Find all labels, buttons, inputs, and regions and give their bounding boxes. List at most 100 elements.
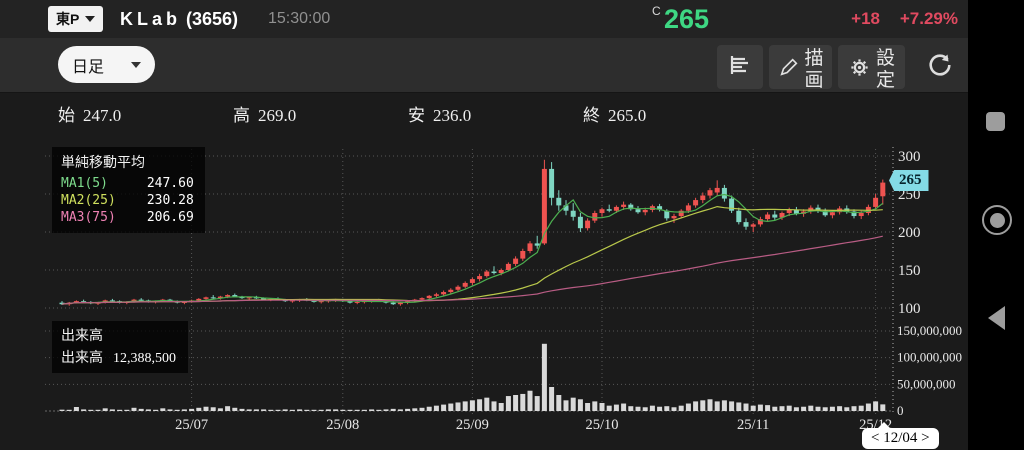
volume-bar <box>786 405 792 411</box>
candlestick <box>628 204 634 210</box>
candlestick <box>743 222 749 227</box>
volume-bar <box>275 409 281 411</box>
candlestick <box>693 200 699 206</box>
volume-bar <box>880 404 886 411</box>
volume-bar <box>361 409 367 411</box>
volume-bar <box>239 408 245 411</box>
volume-bar <box>556 395 562 411</box>
candlestick <box>592 213 598 221</box>
volume-bar <box>678 405 684 411</box>
volume-bar <box>232 407 238 411</box>
x-axis-label: 25/11 <box>737 417 770 433</box>
candlestick <box>851 211 857 217</box>
chevron-down-icon <box>85 16 96 22</box>
pencil-icon <box>778 56 800 83</box>
candlestick <box>657 206 663 210</box>
volume-bar <box>88 409 94 411</box>
horizontal-bars-icon <box>727 52 753 83</box>
volume-bar <box>635 406 641 411</box>
candlestick <box>736 210 742 223</box>
volume-bar <box>462 401 468 411</box>
volume-bar <box>289 409 295 411</box>
volume-bar <box>815 406 821 411</box>
candlestick <box>390 302 396 305</box>
volume-bar <box>484 397 490 411</box>
draw-button[interactable]: 描画 <box>769 45 832 89</box>
volume-bar <box>81 409 87 411</box>
volume-value: 12,388,500 <box>113 351 176 366</box>
candlestick <box>721 187 727 199</box>
gear-icon <box>848 56 871 84</box>
volume-bar <box>124 409 130 411</box>
candlestick <box>81 301 87 303</box>
volume-bar <box>606 405 612 411</box>
volume-bar <box>117 409 123 411</box>
volume-bar <box>304 409 310 411</box>
volume-bar <box>793 407 799 411</box>
volume-label: 出来高 <box>61 349 103 365</box>
volume-bar <box>765 405 771 411</box>
candlestick <box>477 276 483 280</box>
volume-bar <box>217 408 223 411</box>
quote-header: 東P KLab (3656) 15:30:00 C 265 +18 +7.29% <box>0 0 968 38</box>
candlestick <box>289 300 295 302</box>
home-icon[interactable] <box>982 205 1012 235</box>
volume-bar <box>160 408 166 411</box>
candlestick <box>815 207 821 211</box>
candlestick <box>426 295 432 299</box>
volume-bar <box>167 409 173 411</box>
symbol-title: KLab (3656) <box>120 0 238 38</box>
candlestick <box>225 295 231 297</box>
candlestick <box>757 219 763 225</box>
chart-canvas[interactable]: 25/07 25/08 25/09 25/10 25/11 25/12 300 250 200 1… <box>0 139 968 450</box>
candlestick <box>822 210 828 216</box>
volume-bar <box>246 409 252 411</box>
candlestick <box>685 205 691 211</box>
recent-apps-icon[interactable] <box>986 112 1005 131</box>
volume-bar <box>649 405 655 411</box>
volume-bar <box>297 409 303 411</box>
candlestick <box>217 296 223 299</box>
candlestick <box>246 297 252 299</box>
market-selector[interactable]: 東P <box>48 6 104 32</box>
candlestick <box>318 301 324 303</box>
volume-bar <box>549 387 555 411</box>
volume-bar <box>671 407 677 411</box>
volume-bar <box>95 409 101 411</box>
ma-row: MA2(25) 230.28 <box>61 192 194 209</box>
volume-bar <box>664 406 670 411</box>
candlestick <box>59 302 65 305</box>
refresh-button[interactable] <box>922 49 958 85</box>
order-book-button[interactable] <box>717 45 763 89</box>
candlestick <box>455 286 461 290</box>
volume-bar <box>131 407 137 411</box>
volume-bar <box>505 396 511 411</box>
symbol-name: KLab <box>120 9 181 29</box>
volume-bar <box>59 409 65 411</box>
volume-tick-label: 0 <box>897 403 904 418</box>
refresh-icon <box>926 51 954 84</box>
date-nav[interactable]: < 12/04 > <box>862 422 939 449</box>
candlestick <box>232 295 238 297</box>
candlestick <box>750 224 756 227</box>
candlestick <box>505 263 511 270</box>
volume-bar <box>750 405 756 411</box>
volume-bar <box>325 409 331 411</box>
candlestick <box>462 282 468 287</box>
volume-bar <box>534 396 540 411</box>
candlestick <box>203 297 209 299</box>
volume-bar <box>253 409 259 411</box>
settings-button[interactable]: 設定 <box>838 45 905 89</box>
back-icon[interactable] <box>988 306 1005 330</box>
candlestick <box>700 195 706 201</box>
volume-bar <box>282 409 288 411</box>
volume-bar <box>426 406 432 411</box>
timeframe-selector[interactable]: 日足 <box>58 46 155 83</box>
volume-legend-row: 出来高 12,388,500 <box>61 347 176 367</box>
volume-bar <box>851 406 857 411</box>
volume-bar <box>174 409 180 411</box>
candlestick <box>448 289 454 293</box>
candlestick <box>621 204 627 207</box>
volume-bar <box>801 406 807 411</box>
volume-bar <box>563 400 569 411</box>
